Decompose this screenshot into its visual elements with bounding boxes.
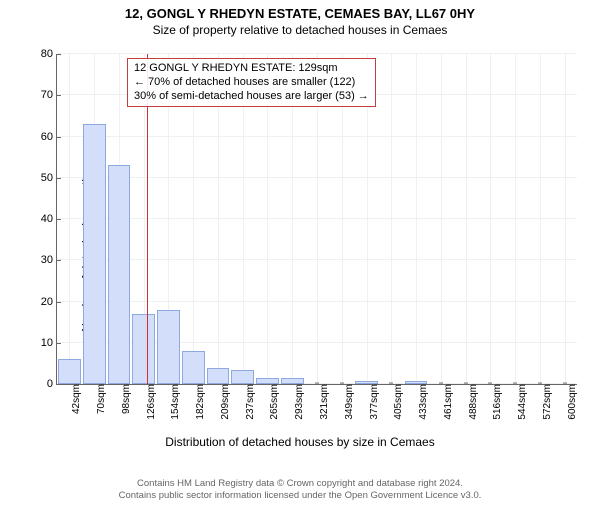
gridline-v [515, 54, 516, 384]
y-tick: 80 [41, 48, 57, 60]
y-tick: 30 [41, 254, 57, 266]
bar [132, 314, 155, 384]
gridline-v [391, 54, 392, 384]
x-tick: 126sqm [144, 384, 157, 420]
gridline-v [466, 54, 467, 384]
x-tick: 265sqm [267, 384, 280, 420]
info-line-2: ← 70% of detached houses are smaller (12… [134, 76, 369, 90]
x-axis-label: Distribution of detached houses by size … [0, 435, 600, 449]
x-tick: 70sqm [94, 384, 107, 414]
x-tick: 154sqm [168, 384, 181, 420]
x-tick: 433sqm [416, 384, 429, 420]
footer-line-2: Contains public sector information licen… [0, 490, 600, 502]
bar [231, 370, 254, 384]
page-subtitle: Size of property relative to detached ho… [0, 23, 600, 37]
bar [182, 351, 205, 384]
bar [207, 368, 230, 385]
x-tick: 98sqm [119, 384, 132, 414]
y-tick: 50 [41, 172, 57, 184]
x-tick: 544sqm [515, 384, 528, 420]
bar [256, 378, 279, 384]
x-tick: 488sqm [466, 384, 479, 420]
x-tick: 461sqm [441, 384, 454, 420]
x-tick: 600sqm [565, 384, 578, 420]
bar [405, 381, 428, 384]
x-tick: 572sqm [540, 384, 553, 420]
gridline-v [69, 54, 70, 384]
x-tick: 405sqm [391, 384, 404, 420]
x-tick: 349sqm [342, 384, 355, 420]
bar [58, 359, 81, 384]
chart-container: Number of detached properties 0102030405… [0, 46, 600, 451]
gridline-v [540, 54, 541, 384]
y-tick: 70 [41, 89, 57, 101]
gridline-v [490, 54, 491, 384]
info-line-1: 12 GONGL Y RHEDYN ESTATE: 129sqm [134, 62, 369, 76]
x-tick: 42sqm [69, 384, 82, 414]
info-line-3: 30% of semi-detached houses are larger (… [134, 90, 369, 104]
info-box: 12 GONGL Y RHEDYN ESTATE: 129sqm ← 70% o… [127, 58, 376, 107]
bar [108, 165, 131, 384]
bar [281, 378, 304, 384]
footer-line-1: Contains HM Land Registry data © Crown c… [0, 478, 600, 490]
page-title: 12, GONGL Y RHEDYN ESTATE, CEMAES BAY, L… [0, 6, 600, 21]
x-tick: 321sqm [317, 384, 330, 420]
y-tick: 60 [41, 131, 57, 143]
bar [355, 381, 378, 384]
x-tick: 377sqm [367, 384, 380, 420]
x-tick: 237sqm [243, 384, 256, 420]
gridline-v [441, 54, 442, 384]
y-tick: 20 [41, 296, 57, 308]
bar [83, 124, 106, 384]
y-tick: 10 [41, 337, 57, 349]
gridline-v [416, 54, 417, 384]
y-tick: 40 [41, 213, 57, 225]
x-tick: 516sqm [490, 384, 503, 420]
y-tick: 0 [47, 378, 57, 390]
bar [157, 310, 180, 384]
x-tick: 182sqm [193, 384, 206, 420]
gridline-v [565, 54, 566, 384]
footer-attribution: Contains HM Land Registry data © Crown c… [0, 478, 600, 502]
x-tick: 293sqm [292, 384, 305, 420]
plot-area: 0102030405060708042sqm70sqm98sqm126sqm15… [56, 54, 577, 385]
x-tick: 209sqm [218, 384, 231, 420]
